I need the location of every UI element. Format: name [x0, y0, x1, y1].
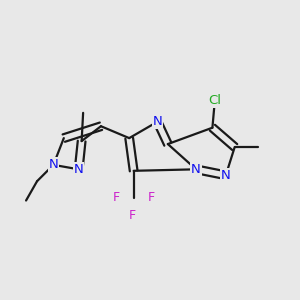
Text: F: F	[148, 191, 155, 204]
Text: F: F	[112, 191, 119, 204]
Text: N: N	[153, 115, 162, 128]
Text: F: F	[129, 209, 136, 223]
Text: N: N	[49, 158, 58, 171]
Text: N: N	[221, 169, 231, 182]
Text: N: N	[74, 163, 83, 176]
Text: N: N	[191, 163, 201, 176]
Text: Cl: Cl	[208, 94, 221, 107]
